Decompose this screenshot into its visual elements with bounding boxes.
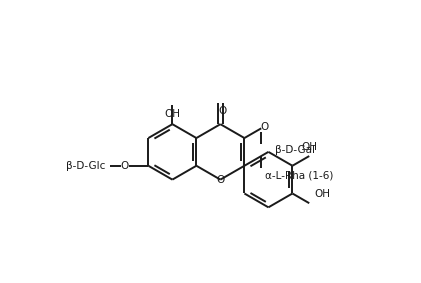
Text: β-D-Gal: β-D-Gal xyxy=(275,145,315,155)
Text: O: O xyxy=(216,175,224,185)
Text: O: O xyxy=(260,122,268,132)
Text: OH: OH xyxy=(314,189,330,199)
Text: OH: OH xyxy=(164,109,180,119)
Text: O: O xyxy=(218,106,226,116)
Text: α-L-Rha (1-6): α-L-Rha (1-6) xyxy=(265,171,333,181)
Text: OH: OH xyxy=(301,142,317,152)
Text: O: O xyxy=(121,161,129,171)
Text: β-D-Glc: β-D-Glc xyxy=(66,161,106,171)
